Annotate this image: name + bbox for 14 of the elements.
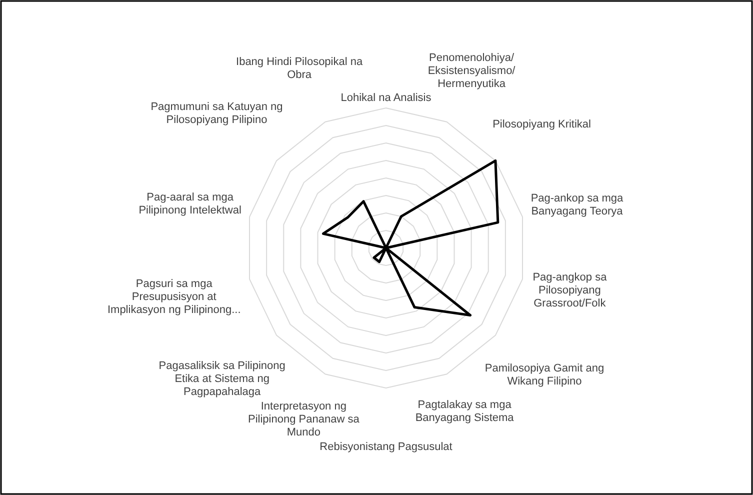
spoke-label: Pagmumuni sa Katuyan ng Pilosopiyang Pilipino <box>150 101 283 126</box>
spoke-label: Pagsuri sa mga Presupusisyon at Implikasyon ng Pilipinong... <box>107 278 241 316</box>
spoke-label: Penomenolohiya/ Eksistensyalismo/ Hermenyutika <box>428 52 516 90</box>
spoke-label: Pag-angkop sa Pilosopiyang Grassroot/Folk <box>532 271 608 310</box>
spoke-label: Lohikal na Analisis <box>340 92 432 104</box>
spoke-label: Pagasaliksik sa Pilipinong Etika at Sistema ng Pagpapahalaga <box>158 360 286 398</box>
spoke-label: Rebisyonistang Pagsusulat <box>320 441 452 453</box>
spoke-label: Ibang Hindi Pilosopikal na Obra <box>236 56 364 81</box>
spoke-label: Pamilosopiya Gamit ang Wikang Filipino <box>484 362 604 388</box>
spoke-label: Pag-ankop sa mga Banyagang Teorya <box>530 192 624 218</box>
spoke-label: Pagtalakay sa mga Banyagang Sistema <box>415 399 515 424</box>
spoke-label: Pilosopiyang Kritikal <box>492 118 592 130</box>
spoke-label: Interpretasyon ng Pilipinong Pananaw sa Mundo <box>248 400 360 438</box>
spoke-label: Pag-aaral sa mga Pilipinong Intelektwal <box>138 191 242 216</box>
